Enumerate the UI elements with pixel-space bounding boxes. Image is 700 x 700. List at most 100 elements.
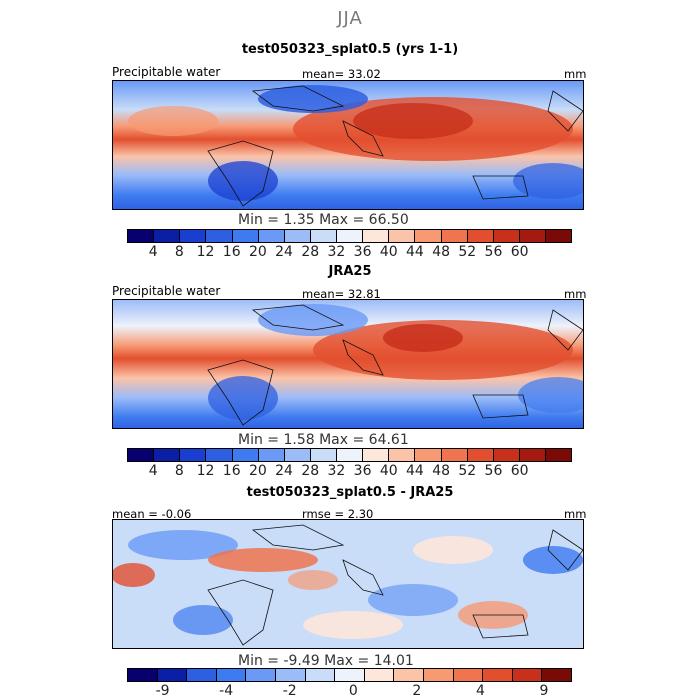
- colorbar-swatch: [337, 449, 364, 461]
- colorbar-tick-label: 12: [196, 463, 215, 479]
- colorbar-tick-label: 52: [458, 244, 477, 260]
- colorbar-swatch: [394, 669, 424, 681]
- panel-1-minmax: Min = 1.35 Max = 66.50: [238, 212, 409, 228]
- colorbar-swatch: [512, 669, 543, 681]
- colorbar-swatch: [206, 230, 233, 242]
- colorbar-tick-label: 20: [248, 463, 267, 479]
- panel-2-colorbar: [127, 448, 572, 462]
- colorbar-swatch: [157, 669, 188, 681]
- colorbar-tick-label: 32: [327, 463, 346, 479]
- panel-1-map: [112, 80, 584, 210]
- colorbar-swatch: [453, 669, 484, 681]
- colorbar-tick-label: 52: [458, 463, 477, 479]
- colorbar-swatch: [305, 669, 336, 681]
- panel-1-colorbar: [127, 229, 572, 243]
- panel-2-variable-label: Precipitable water: [112, 284, 221, 298]
- colorbar-tick-label: 4: [475, 683, 485, 699]
- colorbar-tick-label: 9: [539, 683, 549, 699]
- colorbar-swatch: [310, 230, 337, 242]
- colorbar-tick-label: -4: [219, 683, 234, 699]
- colorbar-swatch: [389, 230, 416, 242]
- colorbar-tick-label: 48: [432, 244, 451, 260]
- colorbar-tick-label: 8: [174, 463, 184, 479]
- colorbar-swatch: [154, 230, 181, 242]
- colorbar-tick-label: 48: [432, 463, 451, 479]
- panel-3-colorbar: [127, 668, 572, 682]
- colorbar-tick-label: 2: [412, 683, 422, 699]
- colorbar-tick-label: 60: [510, 463, 529, 479]
- colorbar-swatch: [415, 230, 442, 242]
- colorbar-tick-label: 24: [275, 244, 293, 260]
- panel-2-map: [112, 299, 584, 429]
- colorbar-swatch: [483, 669, 513, 681]
- colorbar-tick-label: 28: [301, 244, 320, 260]
- colorbar-swatch: [216, 669, 247, 681]
- panel-1-unit: mm: [564, 67, 587, 81]
- colorbar-swatch: [546, 449, 572, 461]
- colorbar-swatch: [180, 230, 207, 242]
- panel-1-variable-label: Precipitable water: [112, 65, 221, 79]
- colorbar-swatch: [441, 449, 468, 461]
- colorbar-tick-label: 16: [222, 244, 241, 260]
- panel-2-mean: mean= 32.81: [302, 287, 381, 301]
- colorbar-swatch: [389, 449, 416, 461]
- panel-3-rmse: rmse = 2.30: [302, 507, 374, 521]
- colorbar-swatch: [415, 449, 442, 461]
- panel-3-map: [112, 519, 584, 649]
- colorbar-swatch: [467, 230, 494, 242]
- colorbar-swatch: [180, 449, 207, 461]
- colorbar-tick-label: -9: [155, 683, 170, 699]
- colorbar-swatch: [335, 669, 365, 681]
- colorbar-swatch: [546, 230, 572, 242]
- colorbar-tick-label: 20: [248, 244, 267, 260]
- colorbar-swatch: [310, 449, 337, 461]
- panel-3-unit: mm: [564, 507, 587, 521]
- colorbar-swatch: [246, 669, 276, 681]
- colorbar-swatch: [493, 449, 520, 461]
- colorbar-swatch: [232, 230, 259, 242]
- colorbar-tick-label: 60: [510, 244, 529, 260]
- colorbar-swatch: [337, 230, 364, 242]
- panel-2-unit: mm: [564, 287, 587, 301]
- colorbar-tick-label: 56: [484, 244, 503, 260]
- colorbar-swatch: [423, 669, 454, 681]
- colorbar-tick-label: 44: [406, 463, 424, 479]
- panel-3-mean: mean = -0.06: [112, 507, 192, 521]
- colorbar-swatch: [154, 449, 181, 461]
- colorbar-tick-label: 28: [301, 463, 320, 479]
- panel-2-title: JRA25: [328, 264, 372, 279]
- colorbar-swatch: [187, 669, 217, 681]
- colorbar-swatch: [363, 230, 390, 242]
- colorbar-tick-label: 36: [353, 463, 372, 479]
- colorbar-swatch: [206, 449, 233, 461]
- colorbar-tick-label: 16: [222, 463, 241, 479]
- colorbar-swatch: [284, 449, 311, 461]
- colorbar-tick-label: 40: [379, 463, 398, 479]
- colorbar-swatch: [519, 230, 546, 242]
- colorbar-tick-label: 44: [406, 244, 424, 260]
- colorbar-tick-label: 4: [148, 463, 158, 479]
- colorbar-tick-label: 4: [148, 244, 158, 260]
- colorbar-swatch: [258, 449, 285, 461]
- panel-1-title: test050323_splat0.5 (yrs 1-1): [241, 42, 459, 57]
- colorbar-swatch: [542, 669, 571, 681]
- colorbar-tick-label: -2: [282, 683, 297, 699]
- panel-3-title: test050323_splat0.5 - JRA25: [246, 485, 454, 500]
- colorbar-swatch: [493, 230, 520, 242]
- colorbar-swatch: [519, 449, 546, 461]
- colorbar-swatch: [363, 449, 390, 461]
- colorbar-swatch: [128, 230, 155, 242]
- colorbar-swatch: [258, 230, 285, 242]
- colorbar-tick-label: 32: [327, 244, 346, 260]
- colorbar-tick-label: 40: [379, 244, 398, 260]
- colorbar-tick-label: 36: [353, 244, 372, 260]
- panel-1-mean: mean= 33.02: [302, 67, 381, 81]
- colorbar-tick-label: 12: [196, 244, 215, 260]
- colorbar-swatch: [441, 230, 468, 242]
- colorbar-tick-label: 8: [174, 244, 184, 260]
- season-title: JJA: [337, 8, 363, 29]
- colorbar-tick-label: 56: [484, 463, 503, 479]
- panel-2-minmax: Min = 1.58 Max = 64.61: [238, 432, 409, 448]
- panel-3-minmax: Min = -9.49 Max = 14.01: [238, 653, 414, 669]
- colorbar-swatch: [128, 669, 158, 681]
